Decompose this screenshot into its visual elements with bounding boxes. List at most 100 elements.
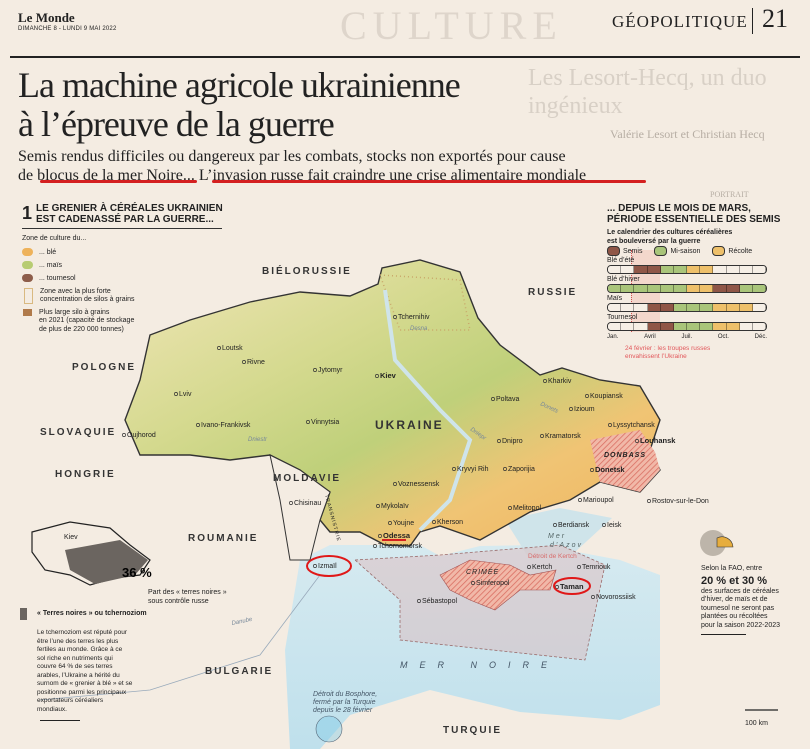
label-moldova: MOLDAVIE (273, 473, 341, 484)
city-marker (373, 544, 377, 548)
phase-label: Semis (623, 247, 643, 255)
chernozem-line: exportateurs céréaliers (37, 697, 104, 704)
month-cell (726, 304, 740, 311)
city-marker (217, 346, 221, 350)
crop-bar (607, 322, 767, 331)
chernozem-line: mondiaux. (37, 705, 67, 713)
label-belarus: BIÉLORUSSIE (262, 264, 352, 277)
city-marker (503, 467, 507, 471)
fao-pie-slice (716, 536, 734, 548)
city-kertch: Kertch (532, 564, 552, 571)
city-taman: Taman (560, 582, 584, 591)
city-marker (471, 581, 475, 585)
phase-legend: Semis (607, 246, 642, 256)
legend-silo: Plus large silo à grains (39, 308, 110, 316)
war-note-line: envahissent l’Ukraine (625, 353, 687, 360)
city-marker (306, 420, 310, 424)
ukraine-map: Kiev 36 % Part des « terres noires » sou… (31, 259, 778, 749)
city-rivne: Rivne (247, 359, 265, 366)
city-koupiansk: Koupiansk (590, 393, 623, 400)
chernozem-line: arables, l’Ukraine a hérité du (37, 671, 120, 679)
label-azov: d’Azov (550, 542, 583, 549)
section-name: GÉOPOLITIQUE (612, 12, 748, 31)
city-marker (432, 520, 436, 524)
chernozem-line: positionne parmi les principaux (37, 688, 127, 696)
river-dnieper (383, 289, 473, 532)
city-marker (608, 423, 612, 427)
chernozem-title: « Terres noires » ou tchernoziom (37, 609, 147, 617)
issue-date: DIMANCHE 8 - LUNDI 9 MAI 2022 (18, 26, 117, 32)
red-underline-blockade (40, 180, 197, 183)
month-cell (660, 266, 674, 273)
label-azov: Mer (548, 533, 566, 540)
city-tchornomorsk: Tchornomorsk (378, 543, 422, 550)
city-marker (452, 467, 456, 471)
month-cell (608, 266, 622, 273)
city-zaporijia: Zaporijia (508, 466, 535, 473)
legend-label: ... blé (39, 248, 57, 256)
month-cell (752, 304, 766, 311)
crop-name: Tournesol (607, 314, 638, 321)
inset-city-kiev: Kiev (64, 534, 78, 541)
city-marker (393, 482, 397, 486)
city-youjne: Youjne (393, 520, 414, 527)
inset-caption: sous contrôle russe (148, 598, 209, 605)
month-cell (634, 304, 648, 311)
month-cell (687, 266, 701, 273)
crop-name: Blé d’hiver (607, 276, 640, 283)
month-cell (621, 323, 635, 330)
city-kherson: Kherson (437, 519, 463, 526)
month-cell (673, 304, 688, 311)
month-cell (621, 285, 635, 292)
legend-silo-zone: Zone avec la plus forte (40, 287, 111, 295)
label-crimea: CRIMÉE (466, 567, 499, 576)
war-note-line: 24 février : les troupes russes (625, 345, 711, 352)
month-cell (608, 304, 622, 311)
month-cell (647, 323, 661, 330)
calendar-heading: ... DEPUIS LE MOIS DE MARS, PÉRIODE ESSEN… (607, 203, 780, 225)
city-marker (647, 499, 651, 503)
newspaper-logo: Le Monde (18, 10, 75, 25)
city-marker (635, 439, 639, 443)
city-marker (578, 498, 582, 502)
legend-silo: en 2021 (capacité de stockage (39, 317, 135, 325)
city-marker (378, 534, 382, 538)
month-cell (647, 285, 661, 292)
legend-silo: de plus de 220 000 tonnes) (39, 325, 124, 333)
month-cell (713, 323, 727, 330)
chernozem-line: sol riche en nutriments qui (37, 654, 113, 662)
month-cell (687, 285, 701, 292)
calendar-heading-line: ... DEPUIS LE MOIS DE MARS, (607, 203, 751, 214)
ghost-byline: Valérie Lesort et Christian Hecq (610, 127, 765, 141)
city-marker (313, 564, 317, 568)
bosphorus-note: Détroit du Bosphore, (313, 691, 377, 698)
legend-heading: LE GRENIER À CÉRÉALES UKRAINIEN (36, 203, 223, 214)
month-cell (700, 266, 714, 273)
city-marker (388, 521, 392, 525)
city-izmail: Izmaïl (318, 563, 337, 570)
ghost-kicker: PORTRAIT (710, 190, 749, 199)
month-cell (752, 266, 766, 273)
city-lyssytchansk: Lyssytchansk (613, 422, 655, 429)
calendar-intro-line: est bouleversé par la guerre (607, 237, 701, 245)
city-kiev: Kiev (380, 371, 397, 380)
city-jytomyr: Jytomyr (318, 367, 343, 374)
city-donetsk: Donetsk (595, 465, 625, 474)
month-cell (660, 304, 674, 311)
month-cell (687, 323, 701, 330)
fao-note: Selon la FAO, entre 20 % et 30 % des sur… (701, 565, 801, 635)
city-marker (491, 397, 495, 401)
calendar-intro-line: Le calendrier des cultures céréalières (607, 229, 733, 236)
fao-line: des surfaces de céréales (701, 587, 779, 595)
month-cell (700, 304, 714, 311)
month-cell (634, 285, 648, 292)
city-marker (540, 434, 544, 438)
inset-caption: Part des « terres noires » (148, 589, 227, 596)
month-cell (673, 323, 688, 330)
crop-row: Maïs (607, 295, 767, 312)
phase-swatch (607, 246, 620, 256)
month-label: Jan. (607, 334, 619, 340)
city-marker (375, 374, 379, 378)
legend-panel: 1 LE GRENIER À CÉRÉALES UKRAINIEN EST CAD… (22, 203, 223, 334)
subtitle-text: ... (182, 167, 199, 184)
